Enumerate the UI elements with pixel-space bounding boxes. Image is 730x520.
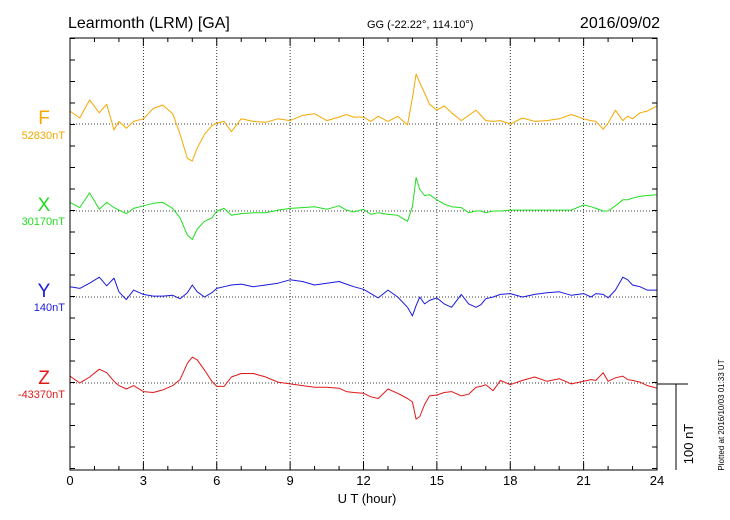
trace-z bbox=[69, 356, 658, 420]
trace-y bbox=[69, 276, 657, 317]
baseline-value-f: 52830nT bbox=[22, 130, 66, 142]
coordinates-label: GG (-22.22°, 114.10°) bbox=[367, 19, 473, 31]
component-label-z: Z bbox=[38, 368, 50, 389]
plotted-timestamp: Plotted at 2016/10/03 01:33 UT bbox=[717, 359, 726, 470]
component-label-x: X bbox=[38, 195, 51, 216]
trace-f bbox=[69, 73, 658, 162]
x-tick-label: 9 bbox=[287, 473, 294, 488]
scale-bar-label: 100 nT bbox=[681, 424, 696, 465]
baseline-value-x: 30170nT bbox=[22, 216, 66, 228]
x-tick-label: 3 bbox=[140, 473, 147, 488]
trace-x bbox=[69, 177, 658, 240]
date-label: 2016/09/02 bbox=[580, 15, 660, 32]
baseline-value-z: -43370nT bbox=[18, 389, 65, 401]
x-axis-label: U T (hour) bbox=[338, 491, 397, 506]
component-label-f: F bbox=[38, 108, 50, 129]
station-title: Learmonth (LRM) [GA] bbox=[68, 15, 230, 32]
traces bbox=[69, 73, 658, 420]
axis-ticks bbox=[69, 38, 658, 470]
x-tick-label: 18 bbox=[503, 473, 517, 488]
grid-lines bbox=[70, 38, 657, 470]
x-tick-label: 6 bbox=[213, 473, 220, 488]
x-tick-label: 12 bbox=[356, 473, 370, 488]
x-tick-labels: 0 3 6 9 12 15 18 21 24 bbox=[66, 473, 664, 488]
x-tick-label: 21 bbox=[576, 473, 590, 488]
baseline-value-y: 140nT bbox=[34, 302, 65, 314]
x-tick-label: 0 bbox=[66, 473, 73, 488]
x-tick-label: 15 bbox=[430, 473, 444, 488]
scale-bar: 100 nT bbox=[657, 383, 696, 470]
x-tick-label: 24 bbox=[650, 473, 664, 488]
component-label-y: Y bbox=[38, 281, 51, 302]
